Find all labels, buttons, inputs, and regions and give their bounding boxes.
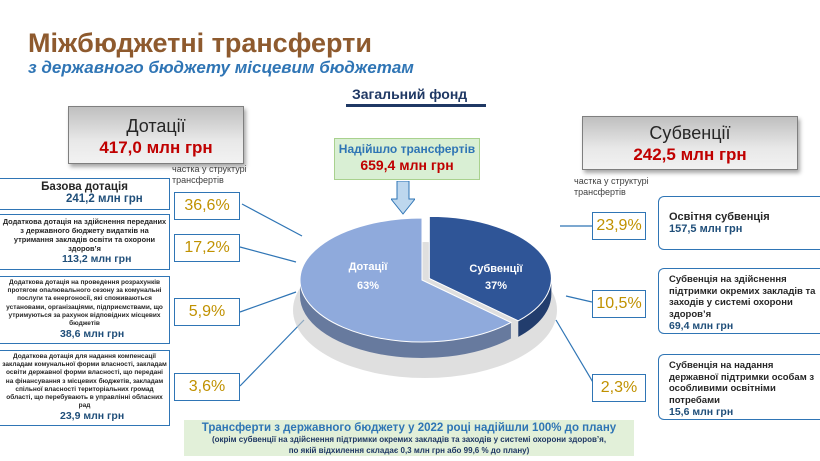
pct-additional-subsidy-compensation: 3,6% <box>174 373 240 401</box>
pie-slice-side-0 <box>300 280 511 358</box>
list-item-additional-subsidy-heating: Додаткова дотація на проведення розрахун… <box>0 276 170 344</box>
fund-label: Загальний фонд <box>352 86 468 102</box>
plan-execution-sub2: по якій відхилення складає 0,3 млн грн а… <box>288 446 530 455</box>
pct-basic-subsidy: 36,6% <box>174 192 240 220</box>
item-amount: 38,6 млн грн <box>60 328 125 341</box>
item-amount: 23,9 млн грн <box>60 410 125 423</box>
pie-label-subventsii: Субвенції <box>469 263 523 275</box>
item-amount: 241,2 млн грн <box>66 193 143 205</box>
list-item-special-needs-subvention: Субвенція на надання державної підтримки… <box>658 354 820 420</box>
subventsii-title: Субвенції <box>649 123 731 143</box>
pie-top <box>299 215 552 343</box>
item-amount: 15,6 млн грн <box>669 406 734 418</box>
list-item-additional-subsidy-education-health: Додаткова дотація на здійснення передани… <box>0 214 170 270</box>
plan-execution-note: Трансферти з державного бюджету у 2022 р… <box>184 420 634 456</box>
subventsii-share-note: частка у структурі трансфертів <box>574 176 649 197</box>
pct-additional-subsidy-education-health: 17,2% <box>174 234 240 262</box>
item-amount: 157,5 млн грн <box>669 223 743 235</box>
received-value: 659,4 млн грн <box>360 157 454 173</box>
pie-value-subventsii: 37% <box>485 280 507 292</box>
pct-additional-subsidy-heating: 5,9% <box>174 298 240 326</box>
pie-slice-subventsii <box>428 215 552 322</box>
received-label: Надійшло трансфертів <box>338 142 476 156</box>
pct-special-needs-subvention: 2,3% <box>592 374 646 402</box>
pie-slice-dotatsii <box>299 217 513 343</box>
arrow-down-icon <box>391 181 415 215</box>
dotatsii-header: Дотації 417,0 млн грн <box>68 106 244 164</box>
page-subtitle: з державного бюджету місцевим бюджетам <box>28 58 414 77</box>
list-item-education-subvention: Освітня субвенція 157,5 млн грн <box>658 196 820 250</box>
pie-value-dotatsii: 63% <box>357 280 379 292</box>
item-name: Субвенція на здійснення підтримки окреми… <box>669 274 816 320</box>
transfers-pie-chart: Дотації 63% Субвенції 37% <box>293 215 557 378</box>
subventsii-header: Субвенції 242,5 млн грн <box>582 116 798 170</box>
list-item-additional-subsidy-compensation: Додаткова дотація для надання компенсаці… <box>0 350 170 426</box>
pct-health-subvention: 10,5% <box>592 290 646 318</box>
item-name: Додаткова дотація на проведення розрахун… <box>6 279 163 328</box>
pie-side <box>300 278 552 358</box>
item-name: Базова дотація <box>41 181 128 193</box>
received-transfers-box: Надійшло трансфертів 659,4 млн грн <box>334 138 480 180</box>
dotatsii-share-note: частка у структурі трансфертів <box>172 164 247 185</box>
page-title: Міжбюджетні трансферти <box>28 28 372 58</box>
plan-execution-main: Трансферти з державного бюджету у 2022 р… <box>201 422 617 434</box>
item-name: Субвенція на надання державної підтримки… <box>669 360 815 406</box>
pct-education-subvention: 23,9% <box>592 212 646 240</box>
dotatsii-value: 417,0 млн грн <box>99 138 213 157</box>
plan-execution-sub1: (окрім субвенції на здійснення підтримки… <box>211 435 607 444</box>
item-amount: 69,4 млн грн <box>669 320 734 332</box>
list-item-basic-subsidy: Базова дотація 241,2 млн грн <box>0 178 170 210</box>
item-name: Додаткова дотація на здійснення передани… <box>2 217 167 253</box>
list-item-health-subvention: Субвенція на здійснення підтримки окреми… <box>658 268 820 334</box>
item-name: Освітня субвенція <box>669 211 770 223</box>
fund-underline <box>346 104 486 107</box>
subventsii-value: 242,5 млн грн <box>633 145 747 164</box>
pie-label-dotatsii: Дотації <box>349 261 389 273</box>
item-amount: 113,2 млн грн <box>62 253 132 265</box>
item-name: Додаткова дотація для надання компенсаці… <box>2 353 167 410</box>
dotatsii-title: Дотації <box>126 116 186 136</box>
pie-slice-side-1 <box>518 278 552 337</box>
